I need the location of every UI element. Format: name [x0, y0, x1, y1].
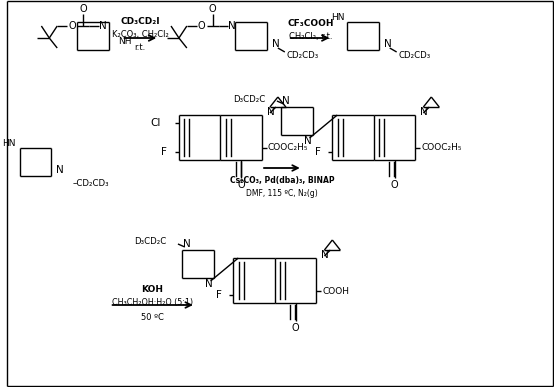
Text: N: N: [384, 39, 392, 49]
Text: N: N: [183, 239, 191, 249]
Text: CF₃COOH: CF₃COOH: [288, 19, 334, 29]
Text: N: N: [272, 39, 280, 49]
Text: CH₃CH₂OH·H₂O (5:1): CH₃CH₂OH·H₂O (5:1): [112, 298, 193, 308]
Text: O: O: [238, 180, 245, 190]
Text: N: N: [304, 136, 311, 146]
Text: O: O: [391, 180, 398, 190]
Text: N: N: [267, 107, 275, 117]
Text: D₃CD₂C: D₃CD₂C: [134, 238, 166, 247]
Text: –CD₂CD₃: –CD₂CD₃: [73, 178, 110, 187]
Text: O: O: [209, 4, 217, 14]
Text: r.t.: r.t.: [135, 43, 146, 53]
Text: O: O: [198, 21, 206, 31]
Text: NH: NH: [119, 38, 132, 46]
Text: Cl: Cl: [151, 118, 161, 128]
Text: CD₃CD₂I: CD₃CD₂I: [121, 17, 160, 26]
Text: CD₂CD₃: CD₂CD₃: [287, 51, 319, 60]
Text: 50 ºC: 50 ºC: [141, 312, 163, 322]
Text: N: N: [420, 107, 428, 117]
Text: DMF, 115 ºC, N₂(g): DMF, 115 ºC, N₂(g): [246, 188, 318, 197]
Text: COOC₂H₅: COOC₂H₅: [422, 144, 462, 152]
Text: N: N: [321, 250, 329, 260]
Text: F: F: [315, 147, 320, 157]
Text: N: N: [228, 21, 236, 31]
Text: D₃CD₂C: D₃CD₂C: [233, 94, 265, 103]
Text: F: F: [161, 147, 167, 157]
Text: CH₂Cl₂, r.t.: CH₂Cl₂, r.t.: [289, 33, 332, 41]
Text: N: N: [282, 96, 290, 106]
Text: N: N: [205, 279, 213, 289]
Text: O: O: [292, 323, 300, 333]
Text: N: N: [56, 165, 64, 175]
Text: HN: HN: [331, 14, 344, 22]
Text: COOC₂H₅: COOC₂H₅: [268, 144, 309, 152]
Text: O: O: [79, 4, 87, 14]
Text: COOH: COOH: [322, 286, 350, 296]
Text: O: O: [68, 21, 76, 31]
Text: CD₂CD₃: CD₂CD₃: [399, 51, 431, 60]
Text: K₂CO₃, CH₂Cl₂: K₂CO₃, CH₂Cl₂: [112, 31, 169, 39]
Text: Cs₂CO₃, Pd(dba)₃, BINAP: Cs₂CO₃, Pd(dba)₃, BINAP: [229, 175, 334, 185]
Text: N: N: [99, 21, 106, 31]
Text: F: F: [216, 290, 222, 300]
Text: KOH: KOH: [141, 284, 163, 293]
Text: HN: HN: [2, 139, 16, 149]
